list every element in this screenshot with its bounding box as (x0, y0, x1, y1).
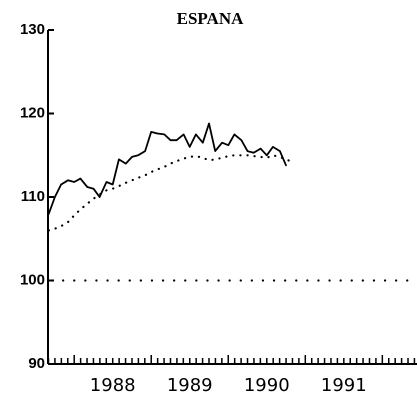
y-tick-label: 100 (20, 271, 45, 288)
x-tick-label: 1991 (321, 375, 367, 396)
x-tick-label: 1989 (167, 375, 213, 396)
line-series (47, 122, 287, 215)
y-tick-label: 130 (20, 21, 45, 38)
line-series (47, 154, 294, 232)
y-tick-label: 90 (28, 355, 45, 372)
y-tick-label: 110 (21, 188, 45, 205)
x-tick-label: 1988 (90, 375, 136, 396)
y-tick-label: 120 (20, 104, 45, 121)
x-tick-label: 1990 (244, 375, 290, 396)
chart-title: ESPANA (177, 9, 244, 28)
